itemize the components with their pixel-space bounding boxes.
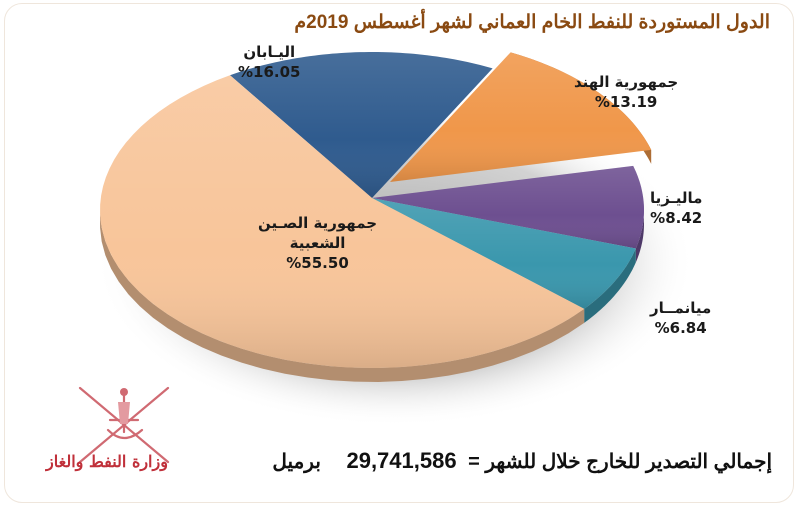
chart-title: الدول المستوردة للنفط الخام العماني لشهر… [294, 12, 770, 33]
label-myanmar-pct: %6.84 [654, 319, 707, 337]
label-malaysia: ماليـزيا %8.42 [650, 188, 702, 228]
ministry-name: وزارة النفط والغاز [46, 452, 168, 471]
label-india-pct: %13.19 [594, 93, 658, 111]
label-malaysia-pct: %8.42 [650, 209, 703, 227]
oman-khanjar-emblem-icon [78, 386, 170, 464]
label-malaysia-name: ماليـزيا [650, 189, 703, 207]
label-japan: اليـابان %16.05 [238, 42, 300, 82]
label-india-name: جمهورية الهند [574, 73, 679, 91]
label-myanmar: ميانمــار %6.84 [650, 298, 711, 338]
total-value: 29,741,586 [346, 448, 457, 473]
label-china-pct: %55.50 [286, 254, 349, 272]
label-china-name: جمهورية الصـين [258, 214, 378, 232]
label-myanmar-name: ميانمــار [650, 299, 712, 317]
label-india: جمهورية الهند %13.19 [574, 72, 678, 112]
label-china: جمهورية الصـين الشعبية %55.50 [258, 213, 377, 273]
label-china-name2: الشعبية [289, 234, 346, 252]
total-label: إجمالي التصدير للخارج خلال للشهر = [468, 451, 772, 473]
label-japan-pct: %16.05 [238, 63, 301, 81]
total-exports: إجمالي التصدير للخارج خلال للشهر = 29,74… [272, 448, 772, 474]
pie-slices [100, 52, 652, 382]
total-unit: برميل [272, 451, 321, 473]
label-japan-name: اليـابان [243, 43, 296, 61]
